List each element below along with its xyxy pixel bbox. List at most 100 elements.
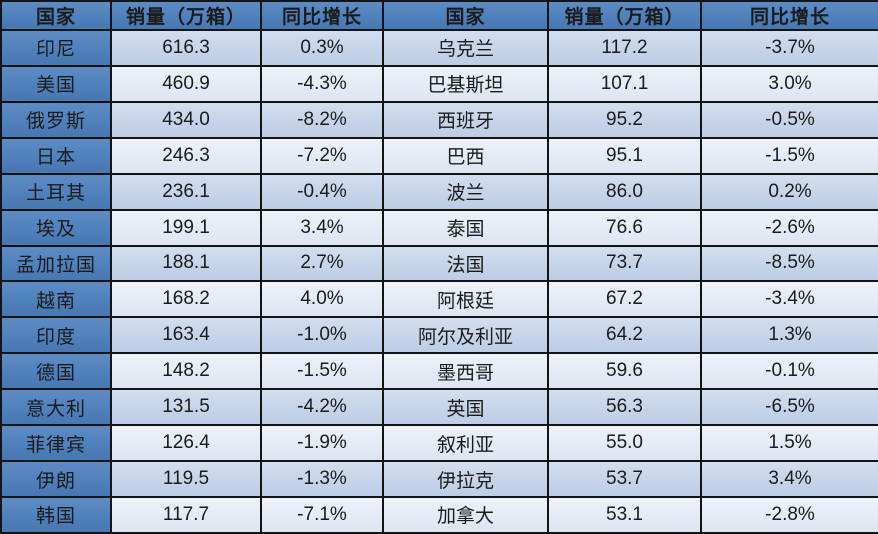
left-growth-cell: 4.0%	[260, 280, 384, 319]
right-sales-cell: 76.6	[547, 208, 702, 247]
left-sales-cell: 246.3	[110, 136, 262, 175]
right-sales-cell: 64.2	[547, 316, 702, 355]
right-sales-cell: 95.2	[547, 100, 702, 139]
right-country-cell: 巴西	[382, 136, 549, 175]
left-sales-cell: 168.2	[110, 280, 262, 319]
left-country-cell: 埃及	[0, 208, 112, 247]
right-sales-cell: 53.7	[547, 460, 702, 498]
right-growth-cell: -6.5%	[700, 388, 878, 427]
right-country-cell: 加拿大	[382, 495, 549, 534]
table-row: 德国 148.2 -1.5% 墨西哥 59.6 -0.1%	[0, 352, 878, 391]
right-growth-cell: 3.4%	[700, 460, 878, 498]
column-header-country-left: 国家	[0, 0, 112, 31]
left-sales-cell: 131.5	[110, 388, 262, 427]
table-row: 韩国 117.7 -7.1% 加拿大 53.1 -2.8%	[0, 495, 878, 534]
left-growth-cell: -4.3%	[260, 64, 384, 103]
table-row: 美国 460.9 -4.3% 巴基斯坦 107.1 3.0%	[0, 64, 878, 103]
table-row: 菲律宾 126.4 -1.9% 叙利亚 55.0 1.5%	[0, 424, 878, 463]
right-country-cell: 法国	[382, 244, 549, 283]
right-country-cell: 阿尔及利亚	[382, 316, 549, 355]
right-growth-cell: -3.4%	[700, 280, 878, 319]
right-country-cell: 乌克兰	[382, 29, 549, 67]
right-country-cell: 英国	[382, 388, 549, 427]
column-header-growth-right: 同比增长	[700, 0, 878, 31]
right-growth-cell: 3.0%	[700, 64, 878, 103]
right-growth-cell: -0.5%	[700, 100, 878, 139]
right-country-cell: 墨西哥	[382, 352, 549, 391]
table-row: 意大利 131.5 -4.2% 英国 56.3 -6.5%	[0, 388, 878, 427]
right-country-cell: 波兰	[382, 172, 549, 211]
right-growth-cell: -2.8%	[700, 495, 878, 534]
right-sales-cell: 53.1	[547, 495, 702, 534]
left-country-cell: 韩国	[0, 495, 112, 534]
left-growth-cell: -7.1%	[260, 495, 384, 534]
left-growth-cell: -1.3%	[260, 460, 384, 498]
right-growth-cell: -2.6%	[700, 208, 878, 247]
left-sales-cell: 616.3	[110, 29, 262, 67]
right-growth-cell: 1.5%	[700, 424, 878, 463]
left-country-cell: 孟加拉国	[0, 244, 112, 283]
right-country-cell: 伊拉克	[382, 460, 549, 498]
right-country-cell: 泰国	[382, 208, 549, 247]
left-country-cell: 土耳其	[0, 172, 112, 211]
left-growth-cell: -1.5%	[260, 352, 384, 391]
right-sales-cell: 59.6	[547, 352, 702, 391]
table-row: 日本 246.3 -7.2% 巴西 95.1 -1.5%	[0, 136, 878, 175]
left-growth-cell: -0.4%	[260, 172, 384, 211]
column-header-sales-left: 销量（万箱）	[110, 0, 262, 31]
left-sales-cell: 126.4	[110, 424, 262, 463]
table-row: 孟加拉国 188.1 2.7% 法国 73.7 -8.5%	[0, 244, 878, 283]
left-country-cell: 德国	[0, 352, 112, 391]
table-row: 土耳其 236.1 -0.4% 波兰 86.0 0.2%	[0, 172, 878, 211]
left-country-cell: 印尼	[0, 29, 112, 67]
right-sales-cell: 95.1	[547, 136, 702, 175]
right-sales-cell: 56.3	[547, 388, 702, 427]
left-sales-cell: 236.1	[110, 172, 262, 211]
left-country-cell: 越南	[0, 280, 112, 319]
right-growth-cell: -3.7%	[700, 29, 878, 67]
table-body: 印尼 616.3 0.3% 乌克兰 117.2 -3.7% 美国 460.9 -4.3% 巴基斯坦…	[0, 29, 878, 534]
left-growth-cell: -7.2%	[260, 136, 384, 175]
right-growth-cell: 1.3%	[700, 316, 878, 355]
table-row: 越南 168.2 4.0% 阿根廷 67.2 -3.4%	[0, 280, 878, 319]
right-country-cell: 叙利亚	[382, 424, 549, 463]
left-sales-cell: 119.5	[110, 460, 262, 498]
left-growth-cell: 0.3%	[260, 29, 384, 67]
left-sales-cell: 199.1	[110, 208, 262, 247]
left-growth-cell: -4.2%	[260, 388, 384, 427]
left-growth-cell: -8.2%	[260, 100, 384, 139]
left-country-cell: 印度	[0, 316, 112, 355]
left-sales-cell: 460.9	[110, 64, 262, 103]
left-growth-cell: -1.0%	[260, 316, 384, 355]
right-sales-cell: 107.1	[547, 64, 702, 103]
left-country-cell: 伊朗	[0, 460, 112, 498]
column-header-country-right: 国家	[382, 0, 549, 31]
header-row: 国家 销量（万箱） 同比增长 国家 销量（万箱） 同比增长	[0, 0, 878, 31]
right-country-cell: 巴基斯坦	[382, 64, 549, 103]
left-sales-cell: 188.1	[110, 244, 262, 283]
left-sales-cell: 117.7	[110, 495, 262, 534]
right-sales-cell: 86.0	[547, 172, 702, 211]
right-sales-cell: 67.2	[547, 280, 702, 319]
left-country-cell: 意大利	[0, 388, 112, 427]
left-country-cell: 美国	[0, 64, 112, 103]
column-header-sales-right: 销量（万箱）	[547, 0, 702, 31]
column-header-growth-left: 同比增长	[260, 0, 384, 31]
right-growth-cell: -1.5%	[700, 136, 878, 175]
left-country-cell: 日本	[0, 136, 112, 175]
left-sales-cell: 163.4	[110, 316, 262, 355]
table-row: 埃及 199.1 3.4% 泰国 76.6 -2.6%	[0, 208, 878, 247]
right-sales-cell: 55.0	[547, 424, 702, 463]
right-growth-cell: -0.1%	[700, 352, 878, 391]
left-country-cell: 菲律宾	[0, 424, 112, 463]
left-growth-cell: 2.7%	[260, 244, 384, 283]
right-country-cell: 阿根廷	[382, 280, 549, 319]
left-growth-cell: -1.9%	[260, 424, 384, 463]
left-sales-cell: 434.0	[110, 100, 262, 139]
left-growth-cell: 3.4%	[260, 208, 384, 247]
right-growth-cell: -8.5%	[700, 244, 878, 283]
table-row: 印度 163.4 -1.0% 阿尔及利亚 64.2 1.3%	[0, 316, 878, 355]
right-growth-cell: 0.2%	[700, 172, 878, 211]
table-row: 印尼 616.3 0.3% 乌克兰 117.2 -3.7%	[0, 29, 878, 67]
